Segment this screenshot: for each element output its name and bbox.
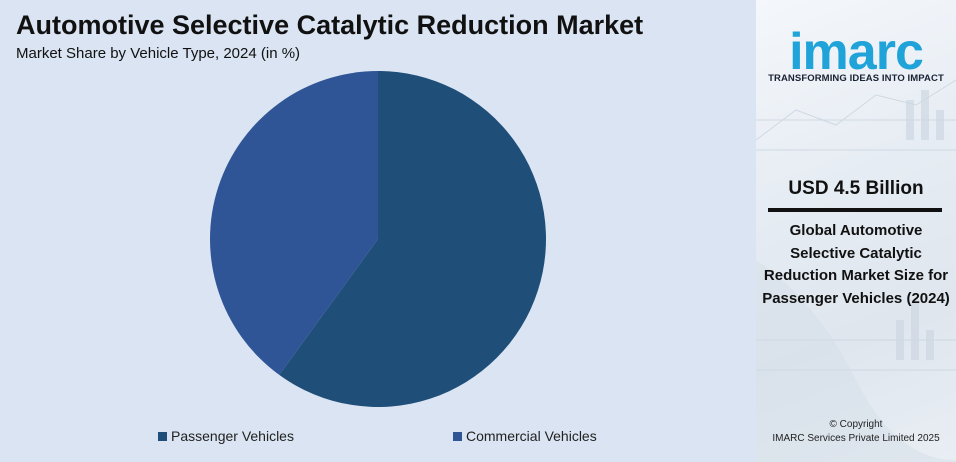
legend-item-commercial-vehicles: Commercial Vehicles: [453, 428, 597, 444]
chart-subtitle: Market Share by Vehicle Type, 2024 (in %…: [16, 45, 301, 62]
copyright-notice: © Copyright IMARC Services Private Limit…: [756, 418, 956, 446]
divider: [768, 208, 942, 212]
pie-chart: [210, 71, 547, 407]
imarc-logo: imarc: [789, 23, 924, 81]
copyright-line-2: IMARC Services Private Limited 2025: [772, 433, 940, 444]
background-chart-decoration: [756, 79, 956, 462]
chart-panel: Automotive Selective Catalytic Reduction…: [0, 10, 756, 446]
legend-swatch: [158, 431, 167, 441]
market-size-value: USD 4.5 Billion: [788, 178, 924, 199]
chart-legend: Passenger Vehicles Commercial Vehicles: [0, 428, 756, 446]
legend-swatch: [453, 431, 462, 441]
legend-item-passenger-vehicles: Passenger Vehicles: [158, 428, 294, 444]
logo-tagline: TRANSFORMING IDEAS INTO IMPACT: [768, 73, 944, 84]
pie-slice-commercial-vehicles: [210, 71, 378, 375]
copyright-line-1: © Copyright: [829, 419, 883, 430]
sidebar-panel: imarc TRANSFORMING IDEAS INTO IMPACT USD…: [756, 0, 956, 462]
chart-title: Automotive Selective Catalytic Reduction…: [16, 10, 644, 40]
pie-slice-passenger-vehicles: [279, 71, 547, 407]
legend-label: Passenger Vehicles: [171, 428, 294, 444]
market-size-description: Global Automotive Selective Catalytic Re…: [762, 222, 950, 307]
legend-label: Commercial Vehicles: [466, 428, 597, 444]
